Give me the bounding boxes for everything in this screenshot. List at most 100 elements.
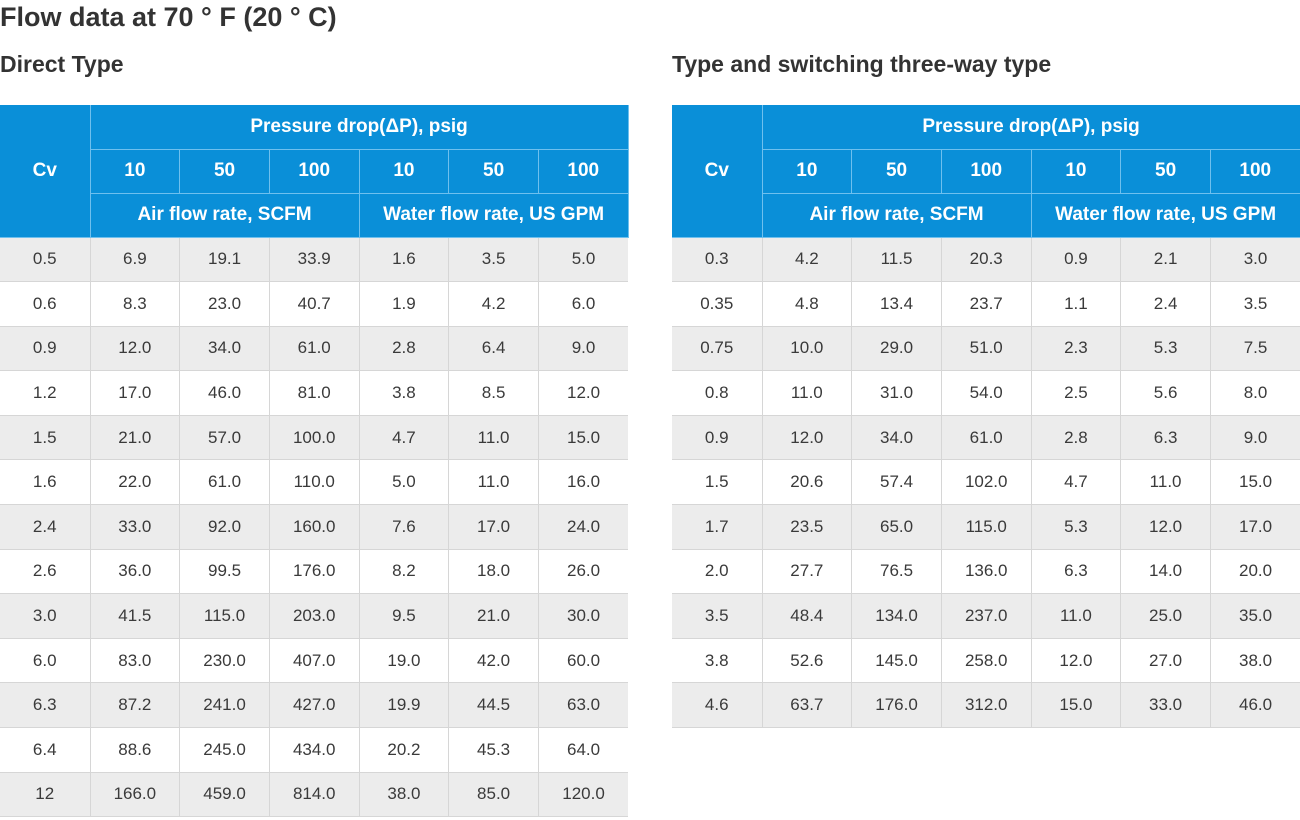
table-body: 0.5 6.9 19.1 33.9 1.6 3.5 5.0 0.6 8.3 23.0 40.7 1.9… xyxy=(0,237,629,818)
flow-value-cell: 22.0 xyxy=(89,459,180,506)
flow-value-cell: 17.0 xyxy=(448,504,539,550)
flow-value-cell: 4.7 xyxy=(1030,459,1121,506)
water-flow-header: Water flow rate, US GPM xyxy=(1030,192,1300,238)
flow-value-cell: 20.3 xyxy=(940,237,1032,283)
flow-value-cell: 76.5 xyxy=(851,549,942,595)
flow-value-cell: 145.0 xyxy=(851,638,942,684)
flow-value-cell: 9.0 xyxy=(537,326,629,372)
flow-value-cell: 110.0 xyxy=(268,459,360,506)
flow-value-cell: 44.5 xyxy=(448,682,539,729)
flow-value-cell: 9.5 xyxy=(358,593,449,639)
three-way-type-section: Type and switching three-way type Cv Pre… xyxy=(672,48,1300,729)
flow-value-cell: 26.0 xyxy=(537,549,629,595)
cv-cell: 0.5 xyxy=(0,237,90,283)
flow-value-cell: 245.0 xyxy=(179,727,270,773)
flow-value-cell: 21.0 xyxy=(89,415,180,461)
flow-value-cell: 1.9 xyxy=(358,281,449,327)
flow-value-cell: 81.0 xyxy=(268,370,360,416)
flow-value-cell: 434.0 xyxy=(268,727,360,773)
pressure-header: 50 xyxy=(1120,148,1211,194)
flow-table-direct-type: Cv Pressure drop(ΔP), psig 10 50 100 10 … xyxy=(0,105,629,818)
flow-value-cell: 6.4 xyxy=(448,326,539,372)
flow-value-cell: 23.7 xyxy=(940,281,1032,327)
flow-value-cell: 258.0 xyxy=(940,638,1032,684)
cv-cell: 0.75 xyxy=(672,326,762,372)
flow-value-cell: 31.0 xyxy=(851,370,942,416)
cv-cell: 3.8 xyxy=(672,638,762,684)
flow-value-cell: 12.0 xyxy=(537,370,629,416)
flow-value-cell: 3.5 xyxy=(448,237,539,283)
cv-cell: 6.0 xyxy=(0,638,90,684)
flow-value-cell: 19.0 xyxy=(358,638,449,684)
cv-cell: 6.3 xyxy=(0,682,90,729)
flow-value-cell: 83.0 xyxy=(89,638,180,684)
table-row: 3.0 41.5 115.0 203.0 9.5 21.0 30.0 xyxy=(0,593,629,639)
flow-value-cell: 7.6 xyxy=(358,504,449,550)
table-row: 0.75 10.0 29.0 51.0 2.3 5.3 7.5 xyxy=(672,326,1300,372)
cv-cell: 1.5 xyxy=(672,459,762,506)
flow-value-cell: 102.0 xyxy=(940,459,1032,506)
flow-value-cell: 7.5 xyxy=(1209,326,1300,372)
flow-value-cell: 20.2 xyxy=(358,727,449,773)
flow-value-cell: 52.6 xyxy=(761,638,852,684)
flow-value-cell: 237.0 xyxy=(940,593,1032,639)
flow-value-cell: 57.4 xyxy=(851,459,942,506)
flow-value-cell: 33.0 xyxy=(89,504,180,550)
flow-value-cell: 11.0 xyxy=(448,459,539,506)
cv-header: Cv xyxy=(0,105,91,238)
flow-value-cell: 11.0 xyxy=(1030,593,1121,639)
pressure-header: 100 xyxy=(940,148,1032,194)
flow-value-cell: 61.0 xyxy=(179,459,270,506)
flow-value-cell: 8.2 xyxy=(358,549,449,595)
flow-value-cell: 87.2 xyxy=(89,682,180,729)
flow-value-cell: 4.2 xyxy=(448,281,539,327)
pressure-header: 100 xyxy=(1209,148,1300,194)
flow-value-cell: 33.0 xyxy=(1120,682,1211,729)
flow-value-cell: 30.0 xyxy=(537,593,629,639)
flow-value-cell: 100.0 xyxy=(268,415,360,461)
flow-value-cell: 20.0 xyxy=(1209,549,1300,595)
cv-cell: 0.3 xyxy=(672,237,762,283)
cv-cell: 0.35 xyxy=(672,281,762,327)
pressure-header: 50 xyxy=(179,148,270,194)
table-body: 0.3 4.2 11.5 20.3 0.9 2.1 3.0 0.35 4.8 13.4 23.7 1.… xyxy=(672,237,1300,729)
table-row: 1.7 23.5 65.0 115.0 5.3 12.0 17.0 xyxy=(672,504,1300,550)
flow-value-cell: 11.5 xyxy=(851,237,942,283)
flow-value-cell: 64.0 xyxy=(537,727,629,773)
table-row: 6.0 83.0 230.0 407.0 19.0 42.0 60.0 xyxy=(0,638,629,684)
flow-value-cell: 6.9 xyxy=(89,237,180,283)
flow-value-cell: 38.0 xyxy=(1209,638,1300,684)
flow-value-cell: 12.0 xyxy=(1120,504,1211,550)
flow-value-cell: 12.0 xyxy=(1030,638,1121,684)
flow-value-cell: 11.0 xyxy=(1120,459,1211,506)
flow-value-cell: 46.0 xyxy=(179,370,270,416)
flow-value-cell: 38.0 xyxy=(358,772,449,818)
flow-value-cell: 88.6 xyxy=(89,727,180,773)
flow-value-cell: 15.0 xyxy=(1209,459,1300,506)
flow-value-cell: 8.5 xyxy=(448,370,539,416)
cv-cell: 1.6 xyxy=(0,459,90,506)
pressure-header: 50 xyxy=(448,148,539,194)
cv-cell: 0.9 xyxy=(0,326,90,372)
flow-value-cell: 63.0 xyxy=(537,682,629,729)
flow-value-cell: 57.0 xyxy=(179,415,270,461)
flow-value-cell: 15.0 xyxy=(1030,682,1121,729)
flow-value-cell: 13.4 xyxy=(851,281,942,327)
flow-value-cell: 407.0 xyxy=(268,638,360,684)
flow-value-cell: 6.3 xyxy=(1030,549,1121,595)
flow-value-cell: 65.0 xyxy=(851,504,942,550)
flow-value-cell: 2.3 xyxy=(1030,326,1121,372)
flow-value-cell: 459.0 xyxy=(179,772,270,818)
cv-cell: 2.0 xyxy=(672,549,762,595)
flow-value-cell: 54.0 xyxy=(940,370,1032,416)
flow-value-cell: 3.8 xyxy=(358,370,449,416)
flow-value-cell: 11.0 xyxy=(448,415,539,461)
table-row: 3.5 48.4 134.0 237.0 11.0 25.0 35.0 xyxy=(672,593,1300,639)
flow-value-cell: 34.0 xyxy=(851,415,942,461)
flow-value-cell: 2.8 xyxy=(358,326,449,372)
flow-value-cell: 3.5 xyxy=(1209,281,1300,327)
flow-value-cell: 2.5 xyxy=(1030,370,1121,416)
direct-type-section: Direct Type Cv Pressure drop(ΔP), psig 1… xyxy=(0,48,629,818)
flow-value-cell: 18.0 xyxy=(448,549,539,595)
flow-value-cell: 60.0 xyxy=(537,638,629,684)
